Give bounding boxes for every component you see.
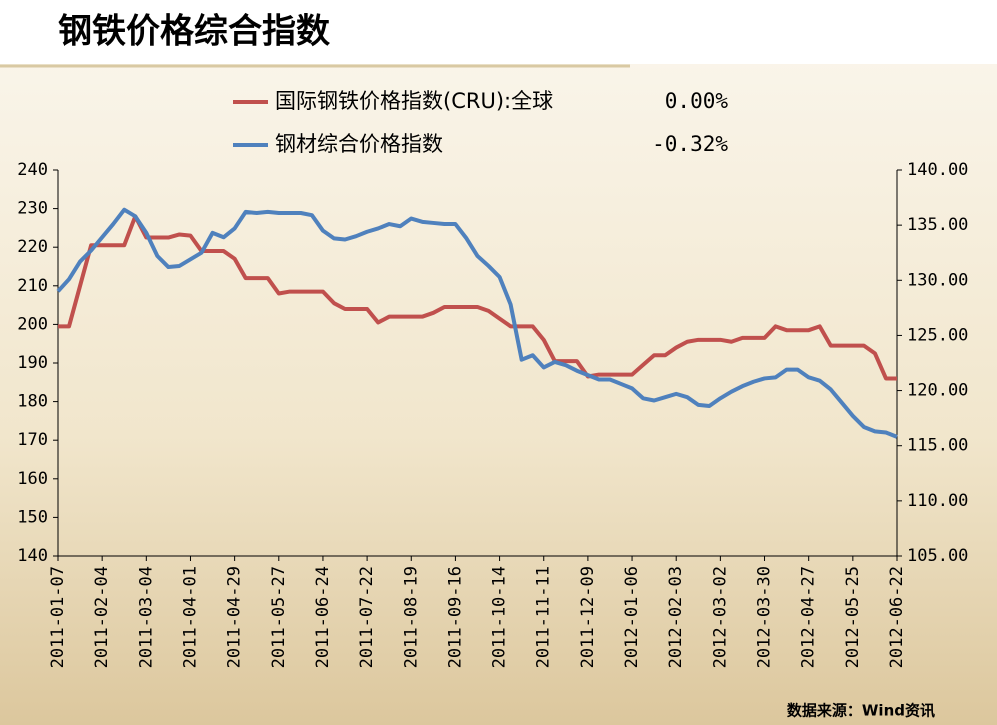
x-tick-label: 2012-03-30 bbox=[755, 566, 775, 668]
y-tick-label: 210 bbox=[17, 276, 48, 296]
y-tick-label: 170 bbox=[17, 430, 48, 450]
x-tick-label: 2012-03-02 bbox=[710, 566, 730, 668]
y-tick-label: 180 bbox=[17, 392, 48, 412]
legend-label: 国际钢铁价格指数(CRU):全球 bbox=[275, 89, 553, 113]
x-tick-label: 2011-11-11 bbox=[534, 566, 554, 668]
x-tick-label: 2011-02-04 bbox=[92, 566, 112, 668]
y-tick-label: 200 bbox=[17, 314, 48, 334]
y2-tick-label: 140.00 bbox=[907, 160, 968, 180]
legend-value: -0.32% bbox=[652, 132, 728, 156]
y2-tick-label: 135.00 bbox=[907, 215, 968, 235]
y-tick-label: 140 bbox=[17, 546, 48, 566]
x-tick-label: 2011-04-01 bbox=[180, 566, 200, 668]
x-tick-label: 2011-03-04 bbox=[136, 566, 156, 668]
x-tick-label: 2011-10-14 bbox=[490, 566, 510, 668]
x-tick-label: 2011-05-27 bbox=[269, 566, 289, 668]
y-tick-label: 150 bbox=[17, 507, 48, 527]
y2-tick-label: 120.00 bbox=[907, 381, 968, 401]
legend-value: 0.00% bbox=[665, 89, 729, 113]
series-line bbox=[56, 207, 898, 439]
y2-tick-label: 105.00 bbox=[907, 546, 968, 566]
y-tick-label: 190 bbox=[17, 353, 48, 373]
y2-tick-label: 130.00 bbox=[907, 270, 968, 290]
y2-tick-label: 110.00 bbox=[907, 491, 968, 511]
chart-title: 钢铁价格综合指数 bbox=[58, 12, 330, 52]
y-tick-label: 160 bbox=[17, 469, 48, 489]
x-tick-label: 2011-08-19 bbox=[401, 566, 421, 668]
y2-tick-label: 125.00 bbox=[907, 325, 968, 345]
x-tick-label: 2011-07-22 bbox=[357, 566, 377, 668]
series-line bbox=[58, 214, 897, 381]
y-tick-label: 230 bbox=[17, 199, 48, 219]
y2-tick-label: 115.00 bbox=[907, 436, 968, 456]
x-tick-label: 2012-05-25 bbox=[843, 566, 863, 668]
y-tick-label: 240 bbox=[17, 160, 48, 180]
x-tick-label: 2012-01-06 bbox=[622, 566, 642, 668]
x-tick-label: 2012-02-03 bbox=[666, 566, 686, 668]
y-tick-label: 220 bbox=[17, 237, 48, 257]
x-tick-label: 2011-04-29 bbox=[225, 566, 245, 668]
x-tick-label: 2012-06-22 bbox=[887, 566, 907, 668]
x-tick-label: 2011-01-07 bbox=[48, 566, 68, 668]
x-tick-label: 2012-04-27 bbox=[799, 566, 819, 668]
source: 数据来源：Wind资讯 bbox=[787, 702, 935, 720]
x-tick-label: 2011-06-24 bbox=[313, 566, 333, 668]
x-tick-label: 2011-09-16 bbox=[445, 566, 465, 668]
title-band bbox=[0, 0, 997, 64]
x-tick-label: 2011-12-09 bbox=[578, 566, 598, 668]
legend-label: 钢材综合价格指数 bbox=[275, 132, 443, 156]
